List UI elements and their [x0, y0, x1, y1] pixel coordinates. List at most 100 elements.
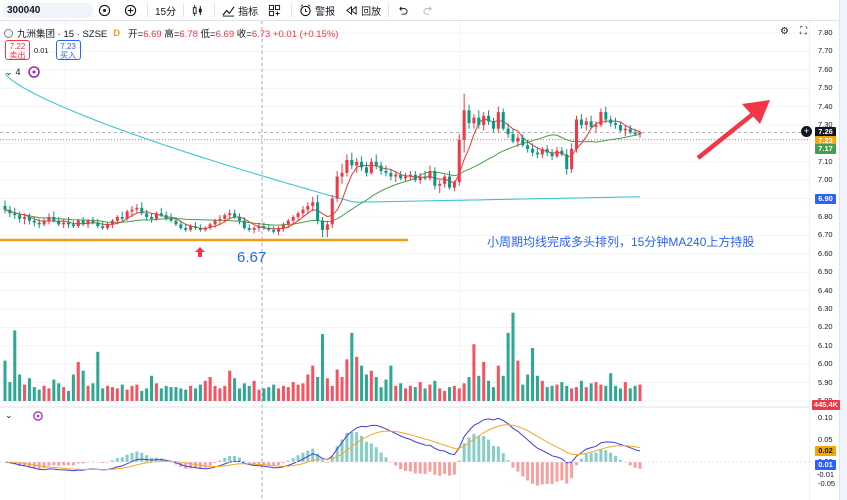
fullscreen-icon[interactable]: ⛶ [800, 26, 807, 37]
candle-body [96, 222, 100, 227]
candle-body [379, 165, 383, 171]
candle-body [262, 226, 266, 229]
macd-histogram-bar [223, 457, 227, 462]
price-axis-tick: 7.60 [818, 64, 833, 74]
volume-bar [252, 380, 256, 401]
candle-body [560, 150, 564, 155]
volume-bar [360, 365, 364, 401]
macd-histogram-bar [18, 462, 22, 467]
layout-button[interactable] [263, 0, 289, 20]
redo-button[interactable] [417, 0, 443, 20]
volume-bar [452, 385, 456, 401]
candlestick-icon [192, 4, 202, 16]
toolbar-divider [388, 3, 390, 17]
indicator-row[interactable]: ⌄ 4 [5, 66, 40, 78]
macd-histogram-bar [208, 462, 212, 466]
macd-histogram-bar [125, 454, 129, 462]
symbol-logo-icon [4, 28, 13, 38]
candle-body [457, 139, 461, 183]
settings-icon[interactable]: ⚙ [780, 26, 789, 37]
candle-body [86, 220, 90, 225]
price-chart[interactable] [0, 21, 810, 500]
rewind-icon [346, 5, 357, 15]
volume-bar [76, 361, 80, 401]
candle-body [242, 220, 246, 229]
volume-bar [86, 385, 90, 401]
candle-body [179, 224, 183, 229]
macd-histogram-bar [71, 462, 75, 466]
macd-histogram-bar [487, 439, 491, 462]
macd-histogram-bar [345, 432, 349, 462]
volume-bar [125, 389, 129, 401]
volume-bar [443, 390, 447, 401]
replay-button[interactable]: 回放 [340, 0, 386, 20]
macd-histogram-bar [286, 460, 290, 462]
volume-bar [174, 387, 178, 401]
volume-bar [135, 384, 139, 401]
candle-body [452, 182, 456, 188]
volume-bar [584, 387, 588, 401]
volume-bar [423, 388, 427, 401]
volume-bar [628, 388, 632, 401]
macd-histogram-bar [482, 435, 486, 462]
volume-bar [281, 385, 285, 401]
macd-toggle-icon[interactable] [32, 410, 43, 421]
candle-body [145, 213, 149, 217]
volume-bar [42, 385, 46, 401]
macd-histogram-bar [379, 452, 383, 462]
ma-fast-line [4, 117, 641, 230]
candle-body [306, 205, 310, 210]
candle-body [506, 128, 510, 135]
candle-body [91, 220, 95, 223]
macd-axis-tick: 0.05 [818, 435, 833, 444]
volume-bar [189, 385, 193, 401]
candle-body [618, 125, 622, 131]
volume-bar [169, 387, 173, 401]
macd-histogram-bar [609, 452, 613, 462]
interval-selector[interactable]: 15分 [150, 0, 181, 20]
price-axis-tick: 6.40 [818, 285, 833, 295]
volume-bar [110, 387, 114, 401]
macd-histogram-bar [66, 462, 71, 466]
collapse-chevron-icon[interactable]: ⌄ [5, 410, 13, 420]
candle-body [325, 224, 329, 230]
volume-bar [384, 379, 388, 401]
candle-body [32, 220, 36, 223]
chart-type-button[interactable] [186, 0, 212, 20]
candle-body [311, 202, 315, 206]
candle-body [218, 218, 222, 221]
volume-bar [13, 330, 17, 401]
volume-bar [316, 377, 320, 401]
volume-bar [296, 384, 300, 401]
volume-bar [604, 385, 608, 401]
macd-histogram-bar [511, 462, 515, 468]
indicators-button[interactable]: 指标 [217, 0, 263, 20]
sell-button[interactable]: 7.22 卖出 [5, 40, 30, 60]
symbol-search[interactable]: 300040 [3, 2, 93, 18]
candle-body [193, 226, 198, 229]
macd-histogram-bar [628, 462, 632, 466]
add-symbol-button[interactable] [119, 0, 145, 20]
volume-bar [574, 387, 579, 401]
undo-button[interactable] [391, 0, 417, 20]
collapse-chevron-icon[interactable]: ⌄ [5, 66, 13, 77]
buy-button[interactable]: 7.23 买入 [55, 40, 81, 60]
alerts-button[interactable]: 警报 [294, 0, 340, 20]
macd-histogram-bar [203, 462, 207, 468]
indicator-toggle-icon[interactable] [27, 66, 40, 78]
compare-button[interactable] [93, 0, 119, 20]
volume-bar [614, 385, 618, 401]
volume-bar [193, 388, 198, 401]
candle-body [140, 207, 144, 214]
volume-bar [491, 387, 495, 401]
macd-histogram-bar [193, 462, 198, 469]
candle-body [184, 228, 188, 230]
candle-body [42, 220, 46, 225]
macd-histogram-bar [560, 462, 564, 481]
crosshair-add-icon[interactable]: + [801, 126, 812, 138]
volume-bar [164, 385, 168, 401]
macd-histogram-bar [496, 446, 500, 462]
volume-bar [262, 388, 266, 401]
volume-bar [618, 388, 622, 401]
volume-bar [330, 385, 334, 401]
